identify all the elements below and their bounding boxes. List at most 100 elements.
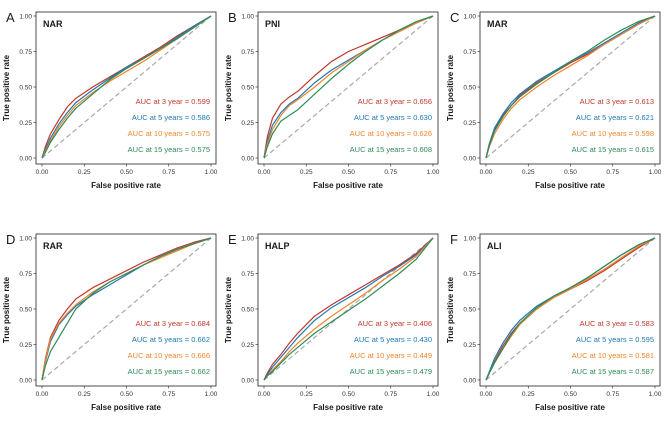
- x-tick-label: 0.75: [162, 391, 175, 398]
- panel-letter: E: [228, 232, 237, 247]
- auc-label-5-years: AUC at 5 years = 0.430: [354, 335, 432, 344]
- y-tick-label: 0.75: [19, 49, 32, 56]
- x-tick-label: 0.00: [36, 391, 49, 398]
- x-tick-label: 0.25: [78, 391, 91, 398]
- auc-label-3-year: AUC at 3 year = 0.656: [358, 97, 432, 106]
- auc-label-15-years: AUC at 15 years = 0.587: [572, 367, 654, 376]
- roc-curve-15-years: [41, 15, 212, 159]
- roc-curve-10-years: [263, 15, 434, 159]
- roc-curve-5-years: [263, 237, 434, 381]
- chance-diagonal: [263, 15, 434, 159]
- x-tick-label: 0.75: [162, 169, 175, 176]
- x-tick-label: 0.50: [120, 169, 133, 176]
- panel-title: HALP: [265, 241, 290, 251]
- auc-label-10-years: AUC at 10 years = 0.581: [572, 351, 654, 360]
- y-tick-label: 0.50: [241, 84, 254, 91]
- x-tick-label: 0.50: [120, 391, 133, 398]
- y-tick-label: 0.25: [19, 342, 32, 349]
- x-axis-label: False positive rate: [91, 181, 161, 190]
- auc-label-15-years: AUC at 15 years = 0.575: [128, 145, 210, 154]
- auc-label-3-year: AUC at 3 year = 0.406: [358, 319, 432, 328]
- plot-frame: [35, 233, 217, 387]
- x-tick-label: 0.50: [564, 169, 577, 176]
- y-tick-label: 1.00: [19, 13, 32, 20]
- y-tick-label: 0.75: [241, 49, 254, 56]
- panel-letter: D: [6, 232, 15, 247]
- y-axis-label: True positive rate: [2, 276, 11, 343]
- x-tick-label: 0.50: [564, 391, 577, 398]
- x-axis-label: False positive rate: [313, 403, 383, 412]
- x-tick-label: 0.75: [384, 169, 397, 176]
- y-tick-label: 0.00: [19, 377, 32, 384]
- chance-diagonal: [41, 15, 212, 159]
- y-tick-label: 0.50: [19, 84, 32, 91]
- chance-diagonal: [41, 237, 212, 381]
- x-tick-label: 0.00: [36, 169, 49, 176]
- auc-label-5-years: AUC at 5 years = 0.586: [132, 113, 210, 122]
- panel-nar: A NAR 0.00 0.00 0.25 0.25 0.50 0.50 0.75 0.75 1.00…: [2, 10, 218, 190]
- plot-frame: [35, 11, 217, 165]
- y-axis-label: True positive rate: [446, 276, 455, 343]
- roc-curve-15-years: [263, 237, 434, 381]
- x-tick-label: 1.00: [649, 169, 662, 176]
- x-tick-label: 0.25: [522, 169, 535, 176]
- y-tick-label: 0.25: [463, 120, 476, 127]
- auc-label-15-years: AUC at 15 years = 0.608: [350, 145, 432, 154]
- x-axis-label: False positive rate: [535, 403, 605, 412]
- x-tick-label: 1.00: [427, 391, 440, 398]
- auc-label-3-year: AUC at 3 year = 0.613: [580, 97, 654, 106]
- x-tick-label: 1.00: [205, 169, 218, 176]
- panel-halp: E HALP 0.00 0.00 0.25 0.25 0.50 0.50 0.75 0.75 1.0…: [224, 232, 440, 412]
- roc-curve-3-year: [263, 237, 434, 381]
- auc-label-15-years: AUC at 15 years = 0.615: [572, 145, 654, 154]
- chance-diagonal: [485, 237, 656, 381]
- x-tick-label: 0.25: [78, 169, 91, 176]
- auc-label-5-years: AUC at 5 years = 0.630: [354, 113, 432, 122]
- auc-label-10-years: AUC at 10 years = 0.626: [350, 129, 432, 138]
- roc-curve-15-years: [263, 15, 434, 159]
- x-axis-label: False positive rate: [535, 181, 605, 190]
- panel-letter: C: [450, 10, 459, 25]
- y-axis-label: True positive rate: [224, 54, 233, 121]
- panel-mar: C MAR 0.00 0.00 0.25 0.25 0.50 0.50 0.75 0.75 1.00…: [446, 10, 662, 190]
- panel-title: RAR: [43, 241, 63, 251]
- plot-frame: [479, 233, 661, 387]
- x-tick-label: 0.00: [258, 391, 271, 398]
- y-tick-label: 0.50: [241, 306, 254, 313]
- auc-label-3-year: AUC at 3 year = 0.599: [136, 97, 210, 106]
- auc-label-5-years: AUC at 5 years = 0.595: [576, 335, 654, 344]
- panel-letter: F: [450, 232, 458, 247]
- y-tick-label: 0.00: [19, 155, 32, 162]
- auc-label-5-years: AUC at 5 years = 0.621: [576, 113, 654, 122]
- auc-label-10-years: AUC at 10 years = 0.575: [128, 129, 210, 138]
- y-tick-label: 0.75: [463, 49, 476, 56]
- x-axis-label: False positive rate: [313, 181, 383, 190]
- plot-frame: [479, 11, 661, 165]
- x-tick-label: 1.00: [649, 391, 662, 398]
- chance-diagonal: [263, 237, 434, 381]
- x-tick-label: 1.00: [427, 169, 440, 176]
- panel-pni: B PNI 0.00 0.00 0.25 0.25 0.50 0.50 0.75 0.75 1.00…: [224, 10, 440, 190]
- y-tick-label: 0.00: [241, 155, 254, 162]
- x-tick-label: 0.25: [300, 169, 313, 176]
- y-tick-label: 0.25: [241, 120, 254, 127]
- y-tick-label: 0.50: [463, 84, 476, 91]
- panel-title: MAR: [487, 19, 508, 29]
- auc-label-10-years: AUC at 10 years = 0.598: [572, 129, 654, 138]
- auc-label-3-year: AUC at 3 year = 0.684: [136, 319, 210, 328]
- auc-label-5-years: AUC at 5 years = 0.662: [132, 335, 210, 344]
- y-axis-label: True positive rate: [2, 54, 11, 121]
- roc-curve-3-year: [41, 15, 212, 159]
- y-tick-label: 1.00: [19, 235, 32, 242]
- roc-curve-5-years: [485, 15, 656, 159]
- auc-label-10-years: AUC at 10 years = 0.449: [350, 351, 432, 360]
- y-axis-label: True positive rate: [446, 54, 455, 121]
- roc-curve-5-years: [41, 15, 212, 159]
- x-axis-label: False positive rate: [91, 403, 161, 412]
- auc-label-15-years: AUC at 15 years = 0.479: [350, 367, 432, 376]
- roc-curve-10-years: [485, 15, 656, 159]
- x-tick-label: 0.50: [342, 391, 355, 398]
- y-tick-label: 1.00: [241, 13, 254, 20]
- y-tick-label: 0.75: [241, 271, 254, 278]
